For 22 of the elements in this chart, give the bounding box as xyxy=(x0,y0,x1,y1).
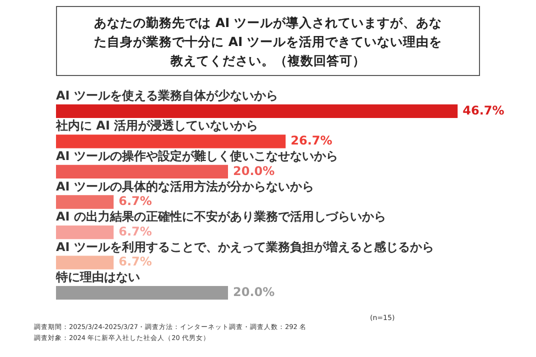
y-tick-label: 特に理由はない xyxy=(55,270,140,284)
bar xyxy=(56,286,228,300)
data-label: 20.0% xyxy=(233,284,275,299)
chart-title: あなたの勤務先では AI ツールが導入されていますが、あなた自身が業務で十分に AI ツールを活用できていない理由を教えてください。（複数回答可） xyxy=(56,6,480,76)
y-tick-label: 社内に AI 活用が浸透していないから xyxy=(55,118,258,133)
y-tick-label: AI ツールを利用することで、かえって業務負担が増えると感じるから xyxy=(56,240,434,254)
data-label: 6.7% xyxy=(118,254,152,269)
y-tick-label: AI ツールの具体的な活用方法が分からないから xyxy=(56,179,314,194)
y-tick-label: AI ツールを使える業務自体が少ないから xyxy=(56,88,278,102)
bar xyxy=(56,164,228,179)
bar xyxy=(56,195,114,209)
data-label: 46.7% xyxy=(462,103,504,118)
data-label: 6.7% xyxy=(118,224,152,238)
y-tick-label: AI の出力結果の正確性に不安があり業務で活用しづらいから xyxy=(56,210,386,224)
bar xyxy=(56,225,114,240)
bar xyxy=(56,104,458,118)
data-label: 20.0% xyxy=(233,164,275,178)
bar xyxy=(56,134,286,148)
bar xyxy=(56,256,114,270)
data-label: 26.7% xyxy=(290,134,332,148)
y-tick-label: AI ツールの操作や設定が難しく使いこなせないから xyxy=(56,149,338,164)
data-label: 6.7% xyxy=(118,194,152,208)
